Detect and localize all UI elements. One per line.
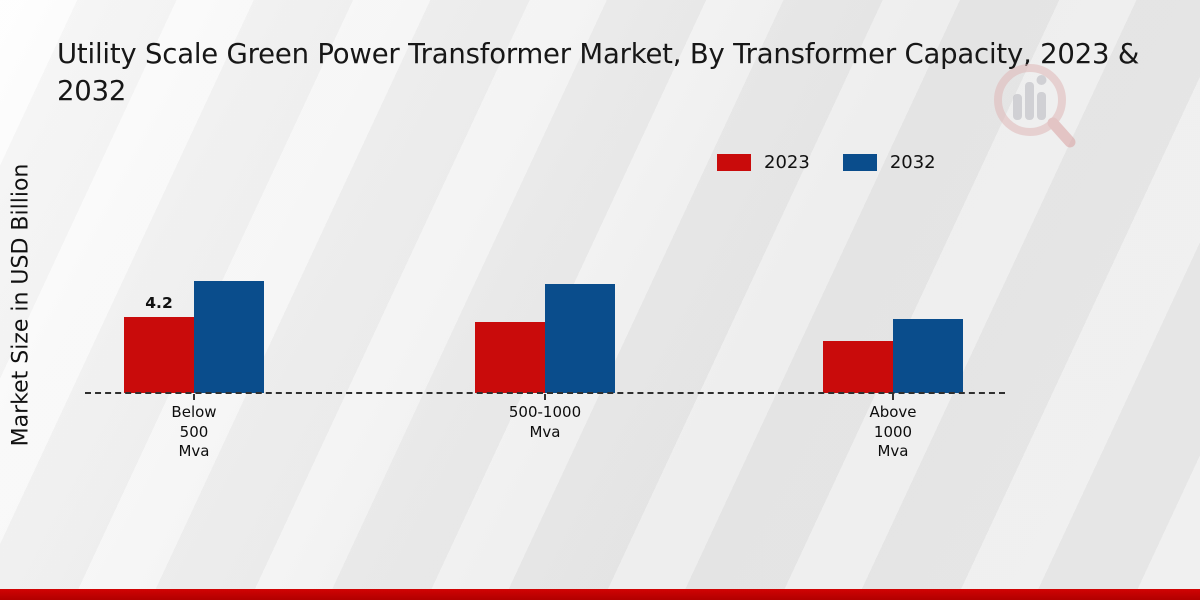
legend-item-2023: 2023	[717, 152, 810, 173]
legend-label-2032: 2032	[889, 152, 936, 173]
x-axis-baseline	[85, 392, 1005, 394]
page-title: Utility Scale Green Power Transformer Ma…	[57, 38, 1140, 107]
bar-2023-category-1	[475, 322, 545, 393]
bar-2023-category-0	[124, 317, 194, 393]
bar-2032-category-2	[893, 319, 963, 393]
bar-2023-category-2	[823, 341, 893, 393]
bar-value-label: 4.2	[145, 294, 173, 312]
bar-2032-category-1	[545, 284, 615, 393]
legend: 2023 2032	[717, 152, 936, 173]
x-axis-category-label-0: Below 500 Mva	[171, 403, 217, 460]
x-axis-tick-0	[193, 394, 195, 400]
x-axis-tick-2	[892, 394, 894, 400]
legend-swatch-2023	[717, 154, 751, 171]
legend-item-2032: 2032	[842, 152, 936, 173]
bar-2032-category-0	[194, 281, 264, 393]
x-axis-category-label-1: 500-1000 Mva	[508, 403, 582, 441]
footer-accent-bar	[0, 589, 1200, 600]
legend-label-2023: 2023	[764, 152, 810, 173]
x-axis-tick-1	[544, 394, 546, 400]
magnifier-bar-chart-watermark-icon	[994, 64, 1076, 148]
x-axis-category-label-2: Above 1000 Mva	[869, 403, 917, 460]
legend-swatch-2032	[842, 154, 877, 171]
